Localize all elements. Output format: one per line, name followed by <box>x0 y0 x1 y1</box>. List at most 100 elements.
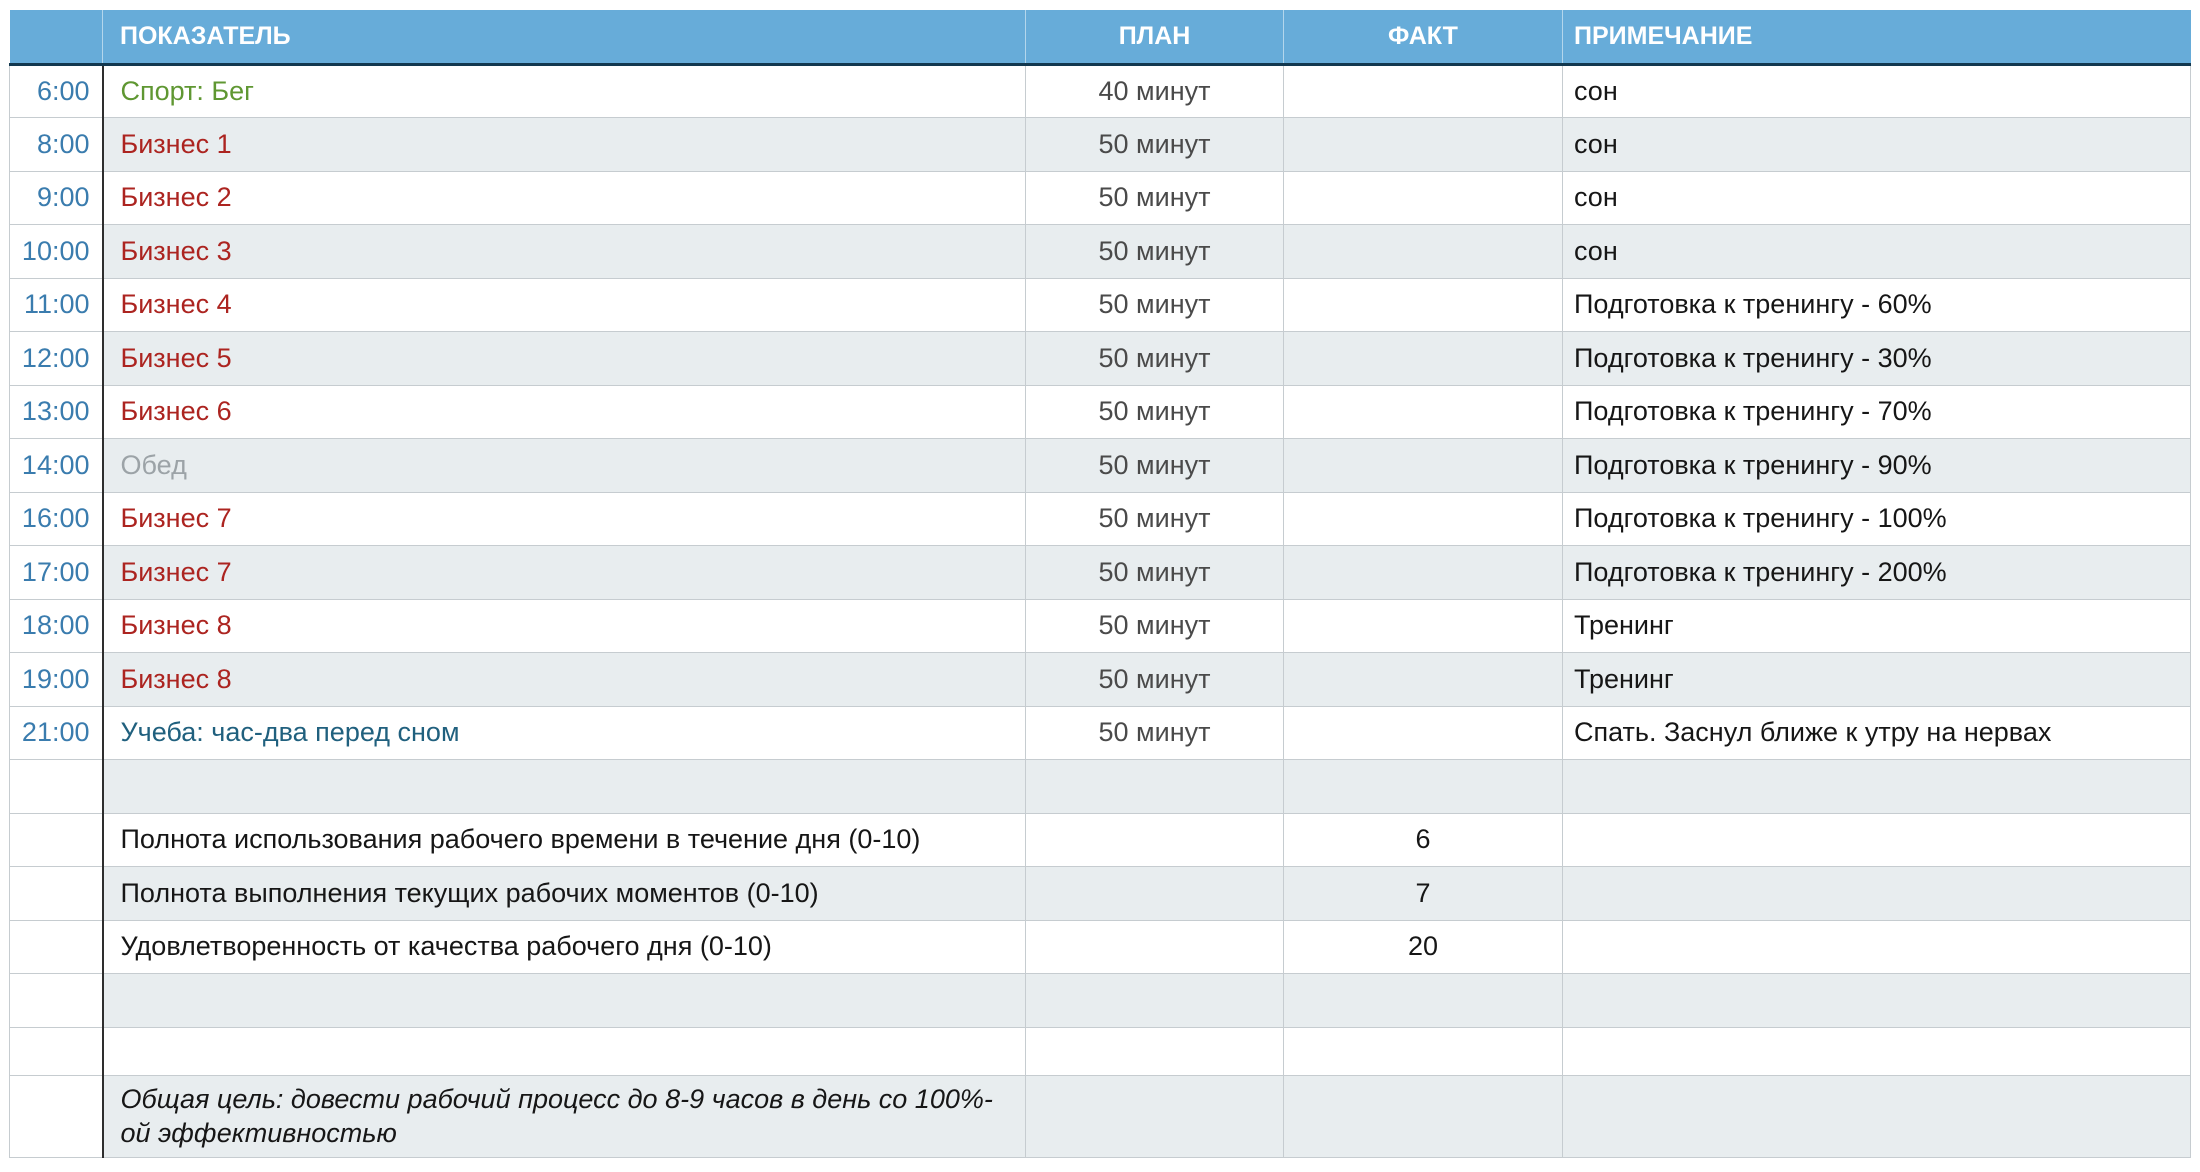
cell-plan[interactable]: 50 минут <box>1025 599 1284 653</box>
cell-plan[interactable] <box>1025 1027 1284 1076</box>
cell-indicator[interactable]: Бизнес 7 <box>102 545 1026 600</box>
cell-indicator[interactable]: Бизнес 8 <box>102 652 1026 707</box>
cell-note[interactable]: Подготовка к тренингу - 70% <box>1562 385 2191 439</box>
cell-fact[interactable] <box>1283 599 1563 653</box>
cell-plan[interactable]: 50 минут <box>1025 492 1284 546</box>
cell-indicator[interactable]: Бизнес 2 <box>102 171 1026 225</box>
cell-plan[interactable]: 50 минут <box>1025 652 1284 707</box>
cell-plan[interactable]: 50 минут <box>1025 438 1284 493</box>
cell-plan[interactable]: 50 минут <box>1025 545 1284 600</box>
cell-time[interactable]: 21:00 <box>9 706 104 760</box>
cell-time[interactable]: 19:00 <box>9 652 104 707</box>
cell-indicator[interactable] <box>102 759 1026 814</box>
cell-note[interactable] <box>1562 1027 2191 1076</box>
cell-indicator[interactable]: Удовлетворенность от качества рабочего д… <box>102 920 1026 974</box>
cell-time[interactable] <box>9 759 104 814</box>
cell-fact[interactable]: 6 <box>1283 813 1563 867</box>
cell-note[interactable]: сон <box>1562 64 2191 118</box>
cell-time[interactable]: 9:00 <box>9 171 104 225</box>
cell-indicator[interactable]: Полнота использования рабочего времени в… <box>102 813 1026 867</box>
cell-indicator[interactable]: Полнота выполнения текущих рабочих момен… <box>102 866 1026 921</box>
cell-note[interactable] <box>1562 920 2191 974</box>
cell-time[interactable]: 13:00 <box>9 385 104 439</box>
cell-note[interactable]: сон <box>1562 117 2191 172</box>
cell-plan[interactable]: 50 минут <box>1025 224 1284 279</box>
cell-fact[interactable] <box>1283 759 1563 814</box>
cell-indicator[interactable]: Общая цель: довести рабочий процесс до 8… <box>102 1075 1026 1158</box>
cell-fact[interactable]: 7 <box>1283 866 1563 921</box>
cell-time[interactable] <box>9 1027 104 1076</box>
cell-indicator[interactable]: Обед <box>102 438 1026 493</box>
cell-indicator[interactable]: Бизнес 1 <box>102 117 1026 172</box>
cell-fact[interactable] <box>1283 1075 1563 1158</box>
cell-note[interactable] <box>1562 1075 2191 1158</box>
cell-note[interactable]: Подготовка к тренингу - 200% <box>1562 545 2191 600</box>
cell-note[interactable]: Подготовка к тренингу - 90% <box>1562 438 2191 493</box>
cell-indicator[interactable]: Бизнес 7 <box>102 492 1026 546</box>
cell-note[interactable]: Спать. Заснул ближе к утру на нервах <box>1562 706 2191 760</box>
cell-note[interactable]: Подготовка к тренингу - 30% <box>1562 331 2191 386</box>
header-cell-plan[interactable]: ПЛАН <box>1025 10 1284 66</box>
cell-note[interactable]: Подготовка к тренингу - 60% <box>1562 278 2191 332</box>
cell-indicator[interactable] <box>102 1027 1026 1076</box>
cell-note[interactable]: Тренинг <box>1562 599 2191 653</box>
cell-time[interactable] <box>9 866 104 921</box>
cell-fact[interactable] <box>1283 973 1563 1028</box>
cell-indicator[interactable]: Бизнес 4 <box>102 278 1026 332</box>
cell-time[interactable] <box>9 813 104 867</box>
cell-fact[interactable] <box>1283 331 1563 386</box>
cell-fact[interactable] <box>1283 545 1563 600</box>
cell-plan[interactable]: 50 минут <box>1025 706 1284 760</box>
cell-note[interactable]: Подготовка к тренингу - 100% <box>1562 492 2191 546</box>
header-cell-fact[interactable]: ФАКТ <box>1283 10 1563 66</box>
cell-fact[interactable] <box>1283 652 1563 707</box>
cell-plan[interactable]: 50 минут <box>1025 278 1284 332</box>
cell-indicator[interactable]: Бизнес 5 <box>102 331 1026 386</box>
cell-time[interactable]: 11:00 <box>9 278 104 332</box>
cell-time[interactable] <box>9 973 104 1028</box>
cell-plan[interactable] <box>1025 973 1284 1028</box>
cell-note[interactable] <box>1562 813 2191 867</box>
header-cell-indicator[interactable]: ПОКАЗАТЕЛЬ <box>102 10 1026 66</box>
cell-time[interactable]: 12:00 <box>9 331 104 386</box>
cell-note[interactable]: Тренинг <box>1562 652 2191 707</box>
cell-fact[interactable] <box>1283 171 1563 225</box>
cell-fact[interactable] <box>1283 492 1563 546</box>
cell-time[interactable]: 16:00 <box>9 492 104 546</box>
cell-time[interactable] <box>9 920 104 974</box>
header-cell-time[interactable] <box>9 10 103 66</box>
cell-indicator[interactable] <box>102 973 1026 1028</box>
cell-note[interactable] <box>1562 973 2191 1028</box>
header-cell-note[interactable]: ПРИМЕЧАНИЕ <box>1562 10 2191 66</box>
cell-plan[interactable] <box>1025 1075 1284 1158</box>
cell-time[interactable] <box>9 1075 104 1158</box>
cell-time[interactable]: 10:00 <box>9 224 104 279</box>
cell-indicator[interactable]: Бизнес 8 <box>102 599 1026 653</box>
cell-fact[interactable] <box>1283 278 1563 332</box>
cell-indicator[interactable]: Бизнес 6 <box>102 385 1026 439</box>
cell-fact[interactable] <box>1283 1027 1563 1076</box>
cell-fact[interactable] <box>1283 438 1563 493</box>
cell-note[interactable] <box>1562 759 2191 814</box>
cell-time[interactable]: 14:00 <box>9 438 104 493</box>
cell-indicator[interactable]: Спорт: Бег <box>102 64 1026 118</box>
cell-note[interactable]: сон <box>1562 171 2191 225</box>
cell-note[interactable]: сон <box>1562 224 2191 279</box>
cell-time[interactable]: 18:00 <box>9 599 104 653</box>
cell-plan[interactable] <box>1025 813 1284 867</box>
cell-fact[interactable] <box>1283 224 1563 279</box>
cell-plan[interactable]: 50 минут <box>1025 117 1284 172</box>
cell-plan[interactable]: 50 минут <box>1025 385 1284 439</box>
cell-plan[interactable] <box>1025 759 1284 814</box>
cell-plan[interactable]: 40 минут <box>1025 64 1284 118</box>
cell-time[interactable]: 17:00 <box>9 545 104 600</box>
cell-plan[interactable]: 50 минут <box>1025 171 1284 225</box>
cell-plan[interactable] <box>1025 866 1284 921</box>
cell-plan[interactable]: 50 минут <box>1025 331 1284 386</box>
cell-fact[interactable] <box>1283 385 1563 439</box>
cell-time[interactable]: 6:00 <box>9 64 104 118</box>
cell-indicator[interactable]: Учеба: час-два перед сном <box>102 706 1026 760</box>
cell-indicator[interactable]: Бизнес 3 <box>102 224 1026 279</box>
cell-fact[interactable]: 20 <box>1283 920 1563 974</box>
cell-fact[interactable] <box>1283 64 1563 118</box>
